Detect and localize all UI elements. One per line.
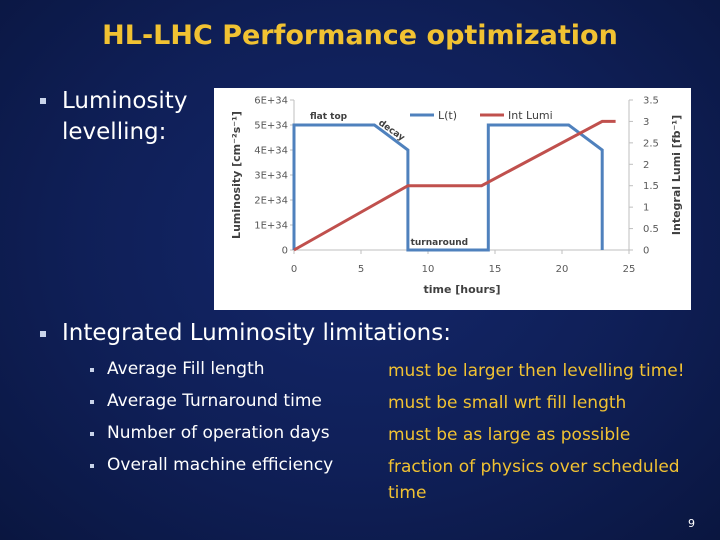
sub-bullet-marker (90, 368, 94, 372)
y-axis-label: Luminosity [cm⁻²s⁻¹] (230, 111, 243, 239)
sub-bullet-marker (90, 400, 94, 404)
bullet-integrated-luminosity: Integrated Luminosity limitations: (62, 320, 451, 346)
x-axis-label: time [hours] (423, 283, 500, 296)
sub-bullet-marker (90, 464, 94, 468)
item-note-efficiency: fraction of physics over scheduled time (388, 457, 680, 503)
sub-bullet-marker (90, 432, 94, 436)
y-tick-label: 0 (282, 246, 288, 257)
y-tick-label: 2E+34 (254, 196, 288, 207)
x-tick-label: 5 (358, 264, 364, 275)
item-label-efficiency: Overall machine efficiency (107, 455, 334, 475)
x-tick-label: 25 (623, 264, 636, 275)
item-note-turnaround: must be small wrt fill length (388, 393, 627, 413)
item-note-fill-length: must be larger then levelling time! (388, 361, 685, 381)
x-tick-label: 15 (489, 264, 502, 275)
y2-axis-label: Integral Lumi [fb⁻¹] (670, 115, 683, 235)
y2-tick-label: 1 (643, 203, 649, 214)
y2-tick-label: 2.5 (643, 138, 659, 149)
y-tick-label: 4E+34 (254, 146, 288, 157)
annotation-flat-top: flat top (310, 112, 348, 122)
bullet-marker (40, 331, 46, 337)
x-tick-label: 0 (291, 264, 297, 275)
y-tick-label: 3E+34 (254, 171, 288, 182)
x-tick-label: 20 (556, 264, 569, 275)
legend-label: L(t) (438, 109, 457, 122)
slide-title: HL-LHC Performance optimization (102, 20, 618, 51)
y2-tick-label: 0.5 (643, 224, 659, 235)
item-label-fill-length: Average Fill length (107, 359, 265, 379)
bullet-marker (40, 98, 46, 104)
item-note-operation-days: must be as large as possible (388, 425, 631, 445)
y-tick-label: 5E+34 (254, 121, 288, 132)
y2-tick-label: 3 (643, 117, 649, 128)
y2-tick-label: 1.5 (643, 181, 659, 192)
series-line-luminosity (292, 123, 604, 252)
x-tick-label: 10 (422, 264, 435, 275)
page-number: 9 (688, 517, 695, 530)
luminosity-chart: 0 1E+34 2E+34 3E+34 4E+34 5E+34 6E+34 0 0.5 1 1.5 2… (230, 96, 683, 297)
annotation-turnaround: turnaround (411, 238, 469, 248)
y2-tick-label: 3.5 (643, 96, 659, 107)
chart-panel: 0 1E+34 2E+34 3E+34 4E+34 5E+34 6E+34 0 0.5 1 1.5 2… (214, 88, 691, 310)
y2-tick-label: 0 (643, 246, 649, 257)
item-label-operation-days: Number of operation days (107, 423, 330, 443)
bullet-luminosity-levelling: Luminosity levelling: (62, 88, 188, 145)
y2-tick-label: 2 (643, 160, 649, 171)
y-tick-label: 1E+34 (254, 221, 288, 232)
y-tick-label: 6E+34 (254, 96, 288, 107)
item-label-turnaround: Average Turnaround time (107, 391, 322, 411)
series-line-integrated-lumi (293, 119, 616, 252)
legend-label: Int Lumi (508, 109, 553, 122)
